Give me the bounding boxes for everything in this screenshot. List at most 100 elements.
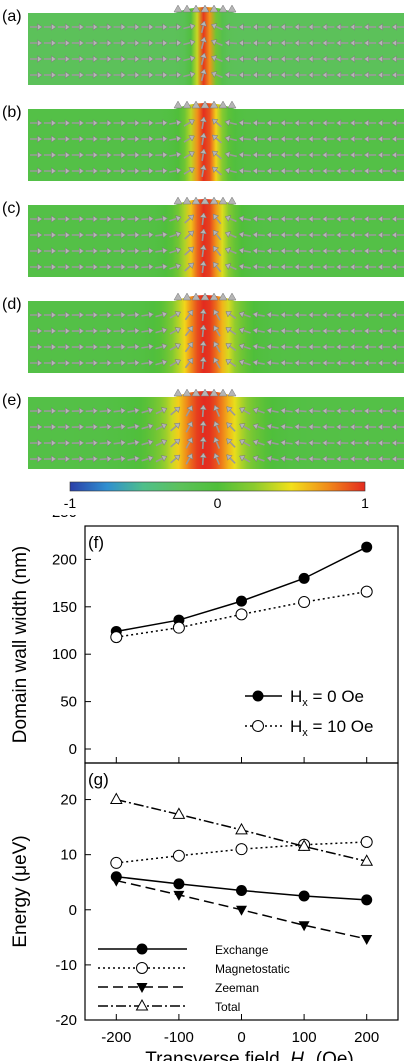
magnetization-arrow — [29, 247, 43, 255]
magnetization-arrow — [29, 119, 43, 127]
magnetization-arrow — [211, 150, 223, 160]
arrow-head — [252, 359, 259, 367]
magnetization-arrow — [169, 119, 182, 127]
arrow-head — [51, 327, 57, 335]
magnetization-arrow — [252, 327, 265, 335]
magnetization-arrow — [238, 343, 251, 351]
arrow-head — [349, 263, 355, 271]
magnetization-arrow — [71, 71, 85, 79]
magnetization-arrow — [349, 151, 363, 159]
magnetization-arrow — [85, 263, 99, 271]
arrow-head — [308, 263, 314, 271]
arrow-head — [37, 359, 43, 367]
arrow-head — [363, 151, 369, 159]
arrow-head — [174, 311, 181, 318]
arrow-head — [120, 311, 126, 319]
arrow-head — [377, 359, 383, 367]
arrow-head — [199, 228, 207, 235]
magnetization-arrow — [199, 68, 207, 82]
magnetization-arrow — [141, 263, 154, 271]
magnetization-arrow — [212, 229, 222, 241]
magnetization-arrow — [280, 167, 293, 175]
arrow-head — [199, 404, 207, 410]
arrow-head — [79, 23, 85, 31]
arrow-head — [120, 135, 126, 143]
arrow-head — [161, 311, 168, 319]
arrow-head — [92, 455, 99, 463]
arrow-head — [321, 39, 328, 47]
magnetization-arrow — [43, 231, 57, 239]
magnetization-arrow — [238, 327, 251, 335]
arrow-head — [227, 388, 237, 397]
arrow-head — [238, 151, 244, 159]
magnetization-arrow — [377, 439, 391, 447]
magnetization-arrow — [199, 132, 207, 146]
arrow-head — [212, 166, 219, 173]
arrow-head — [308, 23, 314, 31]
magnetization-arrow — [211, 55, 223, 63]
arrow-head — [308, 423, 314, 431]
magnetization-arrow — [308, 343, 321, 351]
magnetization-arrow — [226, 422, 236, 432]
magnetization-arrow — [141, 71, 154, 79]
arrow-head — [377, 39, 383, 47]
magnetization-arrow — [141, 23, 154, 31]
magnetization-arrow — [155, 407, 168, 415]
magnetization-arrow — [238, 71, 251, 79]
magnetization-arrow — [391, 215, 405, 223]
magnetization-arrow — [141, 55, 154, 63]
arrow-head — [225, 327, 232, 334]
magnetization-arrow — [363, 247, 377, 255]
magnetization-arrow — [335, 359, 349, 367]
arrow-head — [294, 263, 300, 271]
arrow-head — [51, 39, 57, 47]
arrow-head — [266, 439, 273, 447]
arrow-head — [175, 215, 182, 223]
magnetization-arrow — [141, 439, 154, 447]
data-point — [298, 572, 310, 584]
magnetization-arrow — [238, 311, 251, 319]
arrow-head — [294, 55, 300, 63]
arrow-head — [161, 327, 168, 335]
magnetization-arrow — [238, 151, 251, 159]
arrow-head — [199, 68, 207, 75]
arrow-head — [349, 215, 355, 223]
arrow-head — [92, 407, 99, 415]
arrow-head — [391, 311, 397, 319]
magnetization-arrow — [85, 119, 99, 127]
magnetization-arrow — [280, 71, 293, 79]
arrow-head — [182, 388, 192, 397]
arrow-head — [182, 292, 192, 301]
arrow-head — [213, 437, 220, 444]
arrow-head — [238, 247, 245, 255]
arrow-head — [92, 135, 99, 143]
arrow-head — [280, 231, 286, 239]
magnetization-arrow — [30, 71, 43, 79]
magnetization-arrow — [113, 407, 126, 415]
arrow-head — [175, 263, 182, 271]
arrow-head — [239, 407, 246, 414]
arrow-head — [349, 231, 355, 239]
magnetization-arrow — [321, 423, 335, 431]
magnetization-arrow — [183, 151, 195, 159]
magnetization-arrow — [169, 135, 182, 143]
magnetization-arrow — [30, 39, 43, 47]
arrow-head — [175, 167, 182, 175]
magnetization-arrow — [169, 359, 181, 367]
data-point — [173, 878, 185, 890]
magnetization-arrow — [85, 151, 99, 159]
magnetization-arrow — [308, 327, 321, 335]
y-tick-label: 0 — [69, 741, 77, 758]
arrow-head — [65, 455, 71, 463]
arrow-head — [294, 151, 300, 159]
data-point — [172, 621, 185, 634]
magnetization-arrow — [321, 135, 335, 143]
panel-label: (e) — [2, 392, 22, 409]
arrow-head — [391, 71, 397, 79]
magnetization-arrow — [363, 23, 377, 31]
arrow-head — [280, 167, 286, 175]
magnetization-arrow — [377, 23, 391, 31]
magnetization-arrow — [155, 39, 168, 47]
arrow-head — [65, 151, 71, 159]
arrow-head — [308, 55, 314, 63]
